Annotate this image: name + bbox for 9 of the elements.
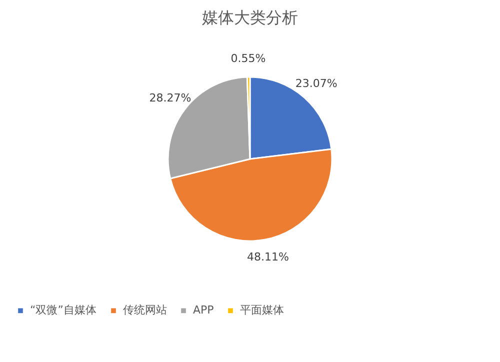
legend-label: APP (193, 304, 214, 317)
chart-title: 媒体大类分析 (202, 8, 298, 27)
legend-label: 传统网站 (123, 304, 167, 317)
data-label: 23.07% (295, 77, 338, 90)
data-label: 28.27% (149, 92, 192, 105)
legend-label: “双微”自媒体 (30, 304, 96, 317)
legend-label: 平面媒体 (240, 304, 284, 317)
data-label: 0.55% (230, 52, 266, 66)
data-label: 48.11% (246, 250, 289, 264)
